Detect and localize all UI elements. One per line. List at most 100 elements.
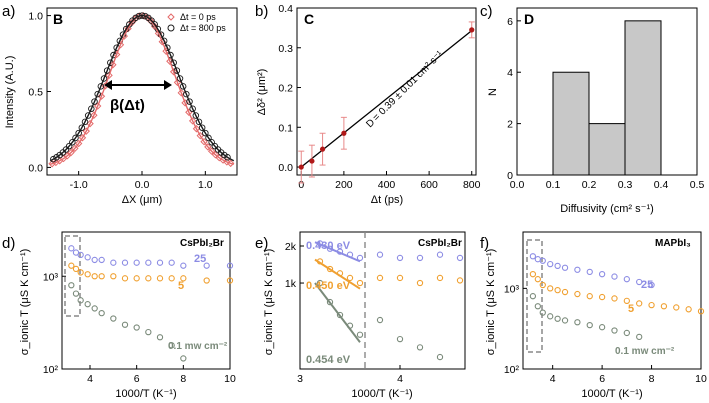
data-point [356, 279, 364, 287]
panel-label-e: e) [255, 235, 268, 252]
data-point [298, 164, 304, 170]
series-0ps-point [192, 125, 201, 133]
beta-annotation: β(Δt) [110, 97, 145, 114]
x-tick-label: 0.0 [135, 179, 150, 191]
x-tick-label: 200 [335, 179, 353, 191]
histogram-bar [552, 71, 590, 176]
data-point [547, 285, 554, 292]
axes-frame-a [46, 7, 238, 176]
panel-b-marks: 0 200 400 600 800 0.0 0.1 0.2 0.3 0.4 [278, 3, 480, 191]
xlabel-d: 1000/T (K⁻¹) [115, 388, 176, 400]
data-point [416, 344, 424, 351]
y-tick-label: 2 [507, 119, 513, 131]
data-point [586, 293, 593, 300]
data-point [203, 277, 210, 284]
series-0ps-point [196, 131, 204, 140]
y-tick-label: 4 [507, 67, 513, 79]
data-point [636, 333, 643, 341]
series-0ps-point [78, 134, 87, 142]
data-point [416, 254, 424, 262]
data-point [547, 260, 554, 268]
ylabel-c: N [487, 88, 499, 96]
x-tick-label: 0 [298, 179, 304, 191]
series-800ps-point [65, 142, 73, 150]
y-tick-label: 10² [504, 364, 520, 376]
data-point [180, 355, 187, 362]
y-tick-label: 2k [285, 241, 297, 253]
series-800ps-point [173, 67, 181, 74]
data-point [98, 310, 105, 317]
panel-d: CsPbI₂Br 4 6 8 10 10² 10³ 25 5 0.1 mw cm⁻² σ_… [19, 231, 236, 400]
y-tick-label: 0.5 [28, 87, 43, 99]
series-0ps-point [93, 102, 102, 110]
panel-label-f: f) [480, 235, 489, 252]
y-tick-label: 0.0 [278, 162, 293, 174]
data-point [456, 277, 464, 284]
series-800ps-point [81, 118, 89, 126]
panel-a-marks: -1.0 0.0 1.0 0.0 0.5 1.0 [28, 11, 235, 191]
data-point [554, 287, 561, 294]
axes-frame-e [299, 231, 466, 370]
x-tick-label: 3 [297, 373, 303, 385]
panel-b: C 0 200 400 600 800 0.0 0.1 0.2 0.3 0.4 D= 0.39 ±… [256, 3, 481, 206]
x-tick-label: 4 [550, 373, 556, 385]
data-point [529, 293, 537, 300]
series-800ps-point [75, 129, 82, 137]
series-0ps-point [207, 147, 216, 155]
data-point [469, 27, 475, 33]
data-point [598, 271, 606, 278]
y-tick-label: 0.4 [278, 3, 293, 15]
x-tick-label: 4 [397, 373, 403, 385]
series-0ps-point [109, 61, 117, 69]
data-point [574, 266, 581, 273]
data-point [145, 259, 152, 266]
series-800ps-point [94, 90, 101, 98]
data-point [436, 353, 444, 361]
panel-d-title: CsPbI₂Br [180, 238, 224, 249]
series-800ps-point [179, 83, 187, 90]
x-tick-label: 0.3 [618, 179, 633, 191]
x-tick-label: 10 [695, 373, 707, 385]
data-point [396, 254, 404, 262]
xlabel-f: 1000/T (K⁻¹) [581, 388, 642, 400]
legend-a-label-1: Δt = 800 ps [180, 23, 226, 33]
series-800ps-point [192, 112, 200, 119]
legend-a-marker-0 [167, 13, 175, 21]
data-point [416, 279, 424, 287]
data-point [226, 262, 234, 269]
data-point [561, 288, 569, 296]
f-label-01: 0.1 mw cm⁻² [615, 346, 675, 357]
f-label-5: 5 [628, 303, 634, 315]
series-800ps-point [186, 98, 193, 105]
data-point [98, 273, 105, 280]
data-point [396, 274, 404, 282]
panel-label-c: c) [480, 3, 493, 20]
data-point [356, 331, 364, 338]
series-800ps-point [103, 67, 111, 74]
data-point [77, 269, 84, 276]
legend-a-marker-1 [167, 24, 175, 32]
data-point [72, 290, 80, 297]
panel-e-title: CsPbI₂Br [418, 238, 462, 249]
xlabel-b: Δt (ps) [371, 194, 403, 206]
data-point [316, 279, 324, 287]
data-point [121, 259, 129, 266]
series-0ps-point [90, 111, 98, 119]
data-point [598, 324, 606, 331]
series-0ps-point [97, 92, 106, 100]
data-point [133, 275, 140, 282]
data-point [529, 253, 537, 260]
xlabel-e: 1000/T (K⁻¹) [351, 388, 412, 400]
x-tick-label: -1.0 [70, 179, 88, 191]
x-tick-label: 8 [649, 373, 655, 385]
x-tick-label: 0.5 [690, 179, 705, 191]
data-point [456, 254, 464, 262]
d-label-25: 25 [194, 253, 206, 265]
data-point [534, 276, 541, 283]
x-tick-label: 6 [599, 373, 605, 385]
arrhenius-fit-line [314, 258, 361, 290]
data-point [396, 335, 404, 343]
data-point [68, 282, 75, 289]
series-0ps-point [71, 144, 79, 153]
